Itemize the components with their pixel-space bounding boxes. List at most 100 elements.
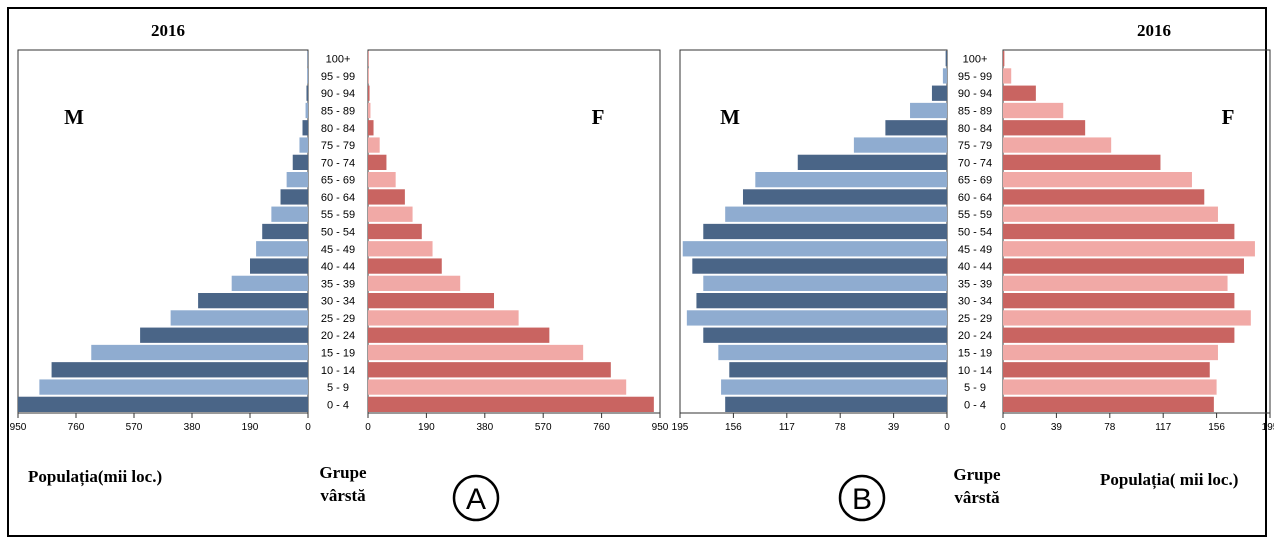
pyramid-a-female-tick-label: 380 (476, 422, 493, 433)
pyramid-a-female-bar (368, 344, 584, 361)
pyramid-a-female-bar (368, 362, 611, 378)
pyramid-a-female-bar (368, 85, 370, 101)
pyramid-b-female-bar (1003, 344, 1218, 361)
pyramid-b-male-bar (686, 310, 947, 326)
pyramid-b-female-bar (1003, 137, 1112, 153)
pyramid-b-male-bar (703, 327, 947, 343)
pyramid-b-male-bar (703, 223, 947, 240)
pyramid-b-female-bar (1003, 172, 1192, 188)
pyramid-a-female-bar (368, 154, 387, 170)
pyramid-a-male-tick-label: 190 (242, 422, 259, 433)
pyramid-a-female-bar (368, 51, 369, 67)
pyramid-b-female-tick-label: 117 (1155, 422, 1171, 433)
pyramid-a-female-bar (368, 241, 433, 257)
pyramid-a-female-bar (368, 293, 495, 309)
pyramid-a-male-bar (91, 344, 309, 361)
pyramid-b-male-bar (853, 137, 947, 153)
pyramid-a-age-label: 55 - 59 (321, 209, 355, 221)
pyramid-a-age-label: 100+ (326, 54, 351, 66)
pyramid-a-age-label: 40 - 44 (321, 261, 355, 273)
pyramid-b-male-tick-label: 117 (779, 422, 795, 433)
pyramid-b-female-bar (1003, 379, 1217, 395)
pyramid-b-male-bar (931, 85, 947, 101)
pyramid-a-female-bar (368, 137, 380, 153)
pyramids-layer: 0 - 4 5 - 9 10 - 14 15 - 19 20 - 24 25 - 29 30… (10, 49, 1274, 433)
pyramid-a-male-tick-label: 0 (305, 422, 311, 433)
pyramid-b-female-tick-label: 78 (1104, 422, 1116, 433)
pyramid-a-male-bar (299, 137, 308, 153)
pyramid-a-male-tick-label: 760 (68, 422, 85, 433)
pyramid-a-age-label: 95 - 99 (321, 71, 355, 83)
pyramid-a-female-bar (368, 68, 369, 84)
pyramid-b-age-label: 55 - 59 (958, 209, 992, 221)
pyramid-a-male-tick-label: 570 (126, 422, 143, 433)
pyramid-a-female-tick-label: 570 (535, 422, 552, 433)
pyramid-a-male-bar (302, 120, 308, 136)
pyramid-b-male-bar (755, 172, 947, 188)
pyramid-a-male-bar (18, 396, 308, 412)
pyramid-b-age-label: 45 - 49 (958, 244, 992, 256)
pyramid-b-age-label: 85 - 89 (958, 106, 992, 118)
pyramid-b-female-bar (1003, 189, 1205, 205)
pyramid-a-male-bar (307, 51, 308, 67)
pyramid-a-female-tick-label: 190 (418, 422, 435, 433)
pyramid-a-female-bar (368, 223, 422, 240)
pyramid-a-age-label: 10 - 14 (321, 365, 355, 377)
pyramid-a-male-bar (307, 68, 308, 84)
pyramid-a-age-label: 65 - 69 (321, 175, 355, 187)
pyramid-b-age-label: 30 - 34 (958, 296, 992, 308)
pyramid-b-age-label: 5 - 9 (964, 382, 986, 394)
pyramid-b-male-bar (797, 154, 947, 170)
pyramid-b-female-bar (1003, 154, 1161, 170)
pyramid-b-male-bar (729, 362, 947, 378)
pyramid-a-female-bar (368, 120, 374, 136)
pyramid-b-male-bar (721, 379, 947, 395)
pyramid-a-age-label: 15 - 19 (321, 348, 355, 360)
pyramid-a-xlabel: Populația(mii loc.) (28, 467, 162, 487)
pyramid-b-male-bar (682, 241, 947, 257)
pyramid-b-female-tick-label: 39 (1051, 422, 1063, 433)
pyramid-b-age-label: 25 - 29 (958, 313, 992, 325)
pyramid-a-male-label: M (64, 105, 84, 129)
pyramid-a-female-tick-label: 950 (652, 422, 669, 433)
pyramid-a-female-bar (368, 206, 413, 222)
pyramid-a-age-label: 50 - 54 (321, 227, 355, 239)
pyramid-b-male-bar (725, 396, 947, 412)
pyramid-b-female-bar (1003, 120, 1086, 136)
pyramid-b-female-tick-label: 0 (1000, 422, 1006, 433)
pyramid-a-panel-letter: A (466, 483, 486, 516)
pyramid-a-age-label: 0 - 4 (327, 399, 349, 411)
pyramid-a-female-bar (368, 258, 442, 274)
pyramid-b-female-bar (1003, 223, 1235, 240)
pyramid-b-age-label: 15 - 19 (958, 348, 992, 360)
pyramid-b-male-tick-label: 156 (725, 422, 742, 433)
pyramid-a-female-tick-label: 0 (365, 422, 371, 433)
pyramid-a-age-label: 80 - 84 (321, 123, 355, 135)
pyramid-b-female-bar (1003, 102, 1064, 119)
pyramid-a-female-bar (368, 379, 627, 395)
pyramid-b-male-bar (910, 102, 947, 119)
pyramid-a-male-bar (39, 379, 309, 395)
pyramid-b-female-bar (1003, 206, 1218, 222)
pyramid-a-male-bar (250, 258, 308, 274)
pyramid-a-age-label: 5 - 9 (327, 382, 349, 394)
pyramid-b-male-bar (725, 206, 947, 222)
pyramid-b-female-bar (1003, 51, 1005, 67)
pyramid-b-age-label: 60 - 64 (958, 192, 992, 204)
pyramid-a-male-tick-label: 950 (10, 422, 27, 433)
pyramid-b-female-tick-label: 156 (1208, 422, 1225, 433)
pyramid-a-female-bar (368, 310, 519, 326)
pyramid-b-female-label: F (1222, 105, 1235, 129)
pyramid-b-female-bar (1003, 293, 1235, 309)
pyramid-a-male-bar (170, 310, 308, 326)
pyramid-b-age-label: 35 - 39 (958, 278, 992, 290)
pyramid-b-female-bar (1003, 275, 1228, 291)
pyramid-a-age-label: 45 - 49 (321, 244, 355, 256)
pyramid-b-male-tick-label: 0 (944, 422, 950, 433)
pyramid-a-male-bar (256, 241, 308, 257)
pyramid-b-age-label: 65 - 69 (958, 175, 992, 187)
pyramid-b-age-label: 10 - 14 (958, 365, 992, 377)
pyramid-b-male-bar (885, 120, 947, 136)
pyramid-b-male-bar (942, 68, 947, 84)
